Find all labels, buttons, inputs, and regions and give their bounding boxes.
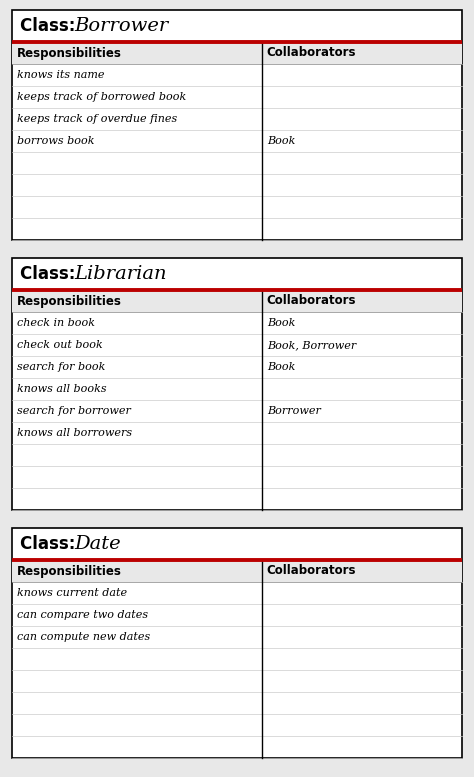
Text: Responsibilities: Responsibilities [17,565,122,577]
Text: Borrower: Borrower [267,406,320,416]
Text: Book: Book [267,362,295,372]
Text: Responsibilities: Responsibilities [17,294,122,308]
Text: knows current date: knows current date [17,588,127,598]
Text: borrows book: borrows book [17,136,94,146]
Text: search for borrower: search for borrower [17,406,131,416]
Bar [12,290,462,312]
Text: keeps track of overdue fines: keeps track of overdue fines [17,114,177,124]
Text: Collaborators: Collaborators [267,565,356,577]
Text: Class:: Class: [20,265,87,283]
Text: Book, Borrower: Book, Borrower [267,340,356,350]
Text: knows its name: knows its name [17,70,104,80]
Text: Book: Book [267,136,295,146]
Text: Class:: Class: [20,17,87,35]
Text: Date: Date [74,535,120,553]
Text: Class:: Class: [20,535,87,553]
Text: Responsibilities: Responsibilities [17,47,122,60]
Text: Book: Book [267,318,295,328]
Text: Collaborators: Collaborators [267,47,356,60]
Bar [12,258,462,510]
Text: keeps track of borrowed book: keeps track of borrowed book [17,92,186,102]
Bar [12,10,462,240]
Text: check in book: check in book [17,318,95,328]
Text: knows all books: knows all books [17,384,107,394]
Text: can compare two dates: can compare two dates [17,610,148,620]
Text: Collaborators: Collaborators [267,294,356,308]
Text: Borrower: Borrower [74,17,168,35]
Bar [12,560,462,582]
Bar [12,528,462,758]
Text: can compute new dates: can compute new dates [17,632,150,642]
Text: knows all borrowers: knows all borrowers [17,428,132,438]
Text: search for book: search for book [17,362,105,372]
Text: check out book: check out book [17,340,103,350]
Bar [12,42,462,64]
Text: Librarian: Librarian [74,265,166,283]
